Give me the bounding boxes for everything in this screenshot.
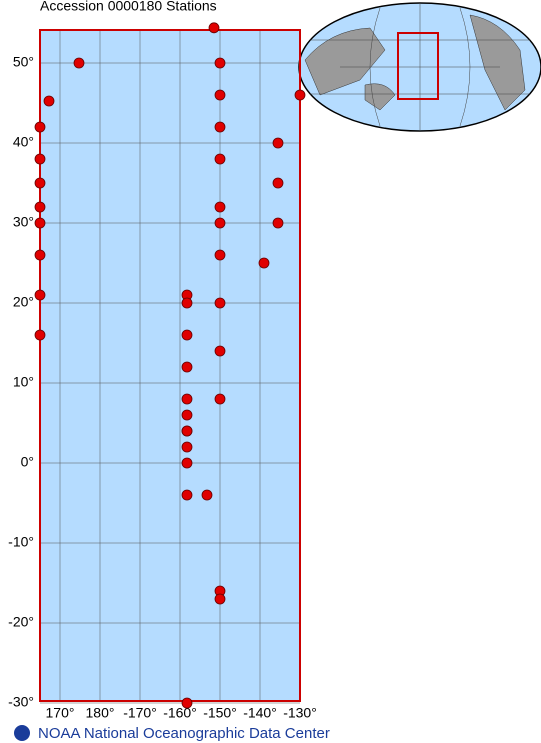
station <box>181 297 193 309</box>
station <box>181 697 193 709</box>
station <box>34 329 46 341</box>
station <box>34 201 46 213</box>
station <box>272 177 284 189</box>
station <box>272 217 284 229</box>
station <box>43 95 55 107</box>
y-tick-label: 20° <box>13 294 34 310</box>
station <box>272 137 284 149</box>
station <box>181 441 193 453</box>
station <box>34 289 46 301</box>
station <box>208 22 220 34</box>
x-tick-label: -130° <box>283 705 317 721</box>
x-tick-label: -140° <box>243 705 277 721</box>
station <box>181 489 193 501</box>
station <box>214 393 226 405</box>
station <box>181 457 193 469</box>
station <box>34 153 46 165</box>
station <box>34 249 46 261</box>
station <box>214 57 226 69</box>
y-tick-label: 50° <box>13 54 34 70</box>
station <box>214 153 226 165</box>
station <box>34 217 46 229</box>
station <box>181 361 193 373</box>
map-title: Accession 0000180 Stations <box>40 0 217 14</box>
y-tick-label: 30° <box>13 214 34 230</box>
station <box>181 409 193 421</box>
station <box>294 89 306 101</box>
footer: NOAA National Oceanographic Data Center <box>14 725 330 742</box>
footer-text: NOAA National Oceanographic Data Center <box>38 725 330 742</box>
y-tick-label: 40° <box>13 134 34 150</box>
station <box>214 201 226 213</box>
station <box>181 329 193 341</box>
ocean <box>40 30 300 701</box>
station <box>214 89 226 101</box>
station <box>73 57 85 69</box>
x-tick-label: 170° <box>46 705 75 721</box>
y-tick-label: -10° <box>8 534 34 550</box>
station <box>214 345 226 357</box>
station <box>201 489 213 501</box>
x-tick-label: 180° <box>86 705 115 721</box>
x-tick-label: -160° <box>163 705 197 721</box>
y-tick-label: -30° <box>8 694 34 710</box>
station <box>214 217 226 229</box>
x-tick-label: -170° <box>123 705 157 721</box>
station <box>258 257 270 269</box>
station <box>214 297 226 309</box>
map-frame <box>39 29 301 702</box>
station <box>181 425 193 437</box>
noaa-logo <box>14 725 30 741</box>
station <box>34 121 46 133</box>
x-tick-label: -150° <box>203 705 237 721</box>
station <box>34 177 46 189</box>
globe-inset <box>298 2 541 132</box>
y-tick-label: 10° <box>13 374 34 390</box>
y-tick-label: -20° <box>8 614 34 630</box>
station <box>214 593 226 605</box>
station <box>214 121 226 133</box>
y-tick-label: 0° <box>21 454 34 470</box>
station <box>214 249 226 261</box>
station <box>181 393 193 405</box>
